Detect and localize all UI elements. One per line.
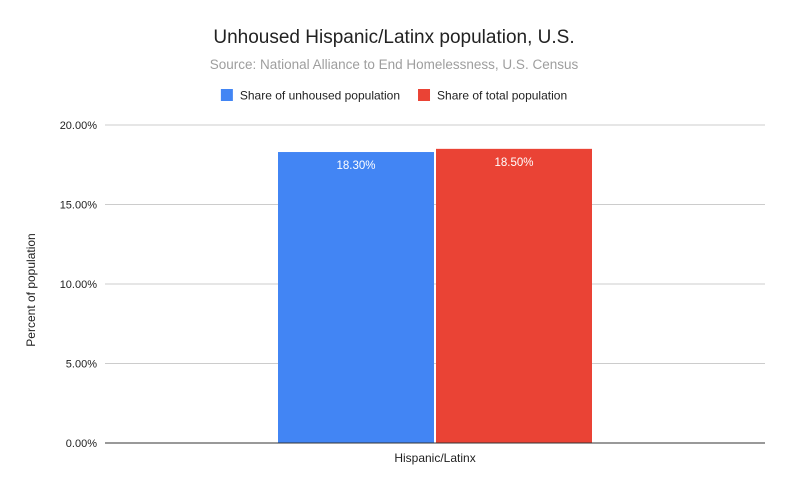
x-axis-tick-labels: Hispanic/Latinx [394, 451, 475, 465]
legend-label: Share of total population [437, 89, 567, 103]
y-tick-label: 15.00% [60, 200, 98, 212]
y-axis-tick-labels: 0.00% 5.00% 10.00% 15.00% 20.00% [60, 120, 98, 450]
y-tick-label: 5.00% [66, 359, 97, 371]
chart-subtitle: Source: National Alliance to End Homeles… [210, 57, 579, 72]
bar-data-label: 18.50% [494, 157, 533, 169]
bar [278, 152, 434, 443]
x-tick-label: Hispanic/Latinx [394, 451, 475, 465]
chart-title: Unhoused Hispanic/Latinx population, U.S… [213, 27, 574, 48]
legend-label: Share of unhoused population [240, 89, 400, 103]
legend: Share of unhoused population Share of tot… [220, 89, 567, 103]
data-labels: 18.30% 18.50% [336, 157, 533, 172]
y-axis-label: Percent of population [24, 233, 38, 346]
bar-data-label: 18.30% [336, 160, 375, 172]
y-tick-label: 20.00% [60, 120, 98, 132]
y-tick-label: 0.00% [66, 438, 97, 450]
grid-lines [105, 124, 765, 364]
bar [436, 148, 592, 443]
legend-swatch [220, 89, 233, 101]
legend-swatch [418, 89, 431, 101]
y-tick-label: 10.00% [60, 279, 98, 291]
bars [278, 148, 592, 443]
